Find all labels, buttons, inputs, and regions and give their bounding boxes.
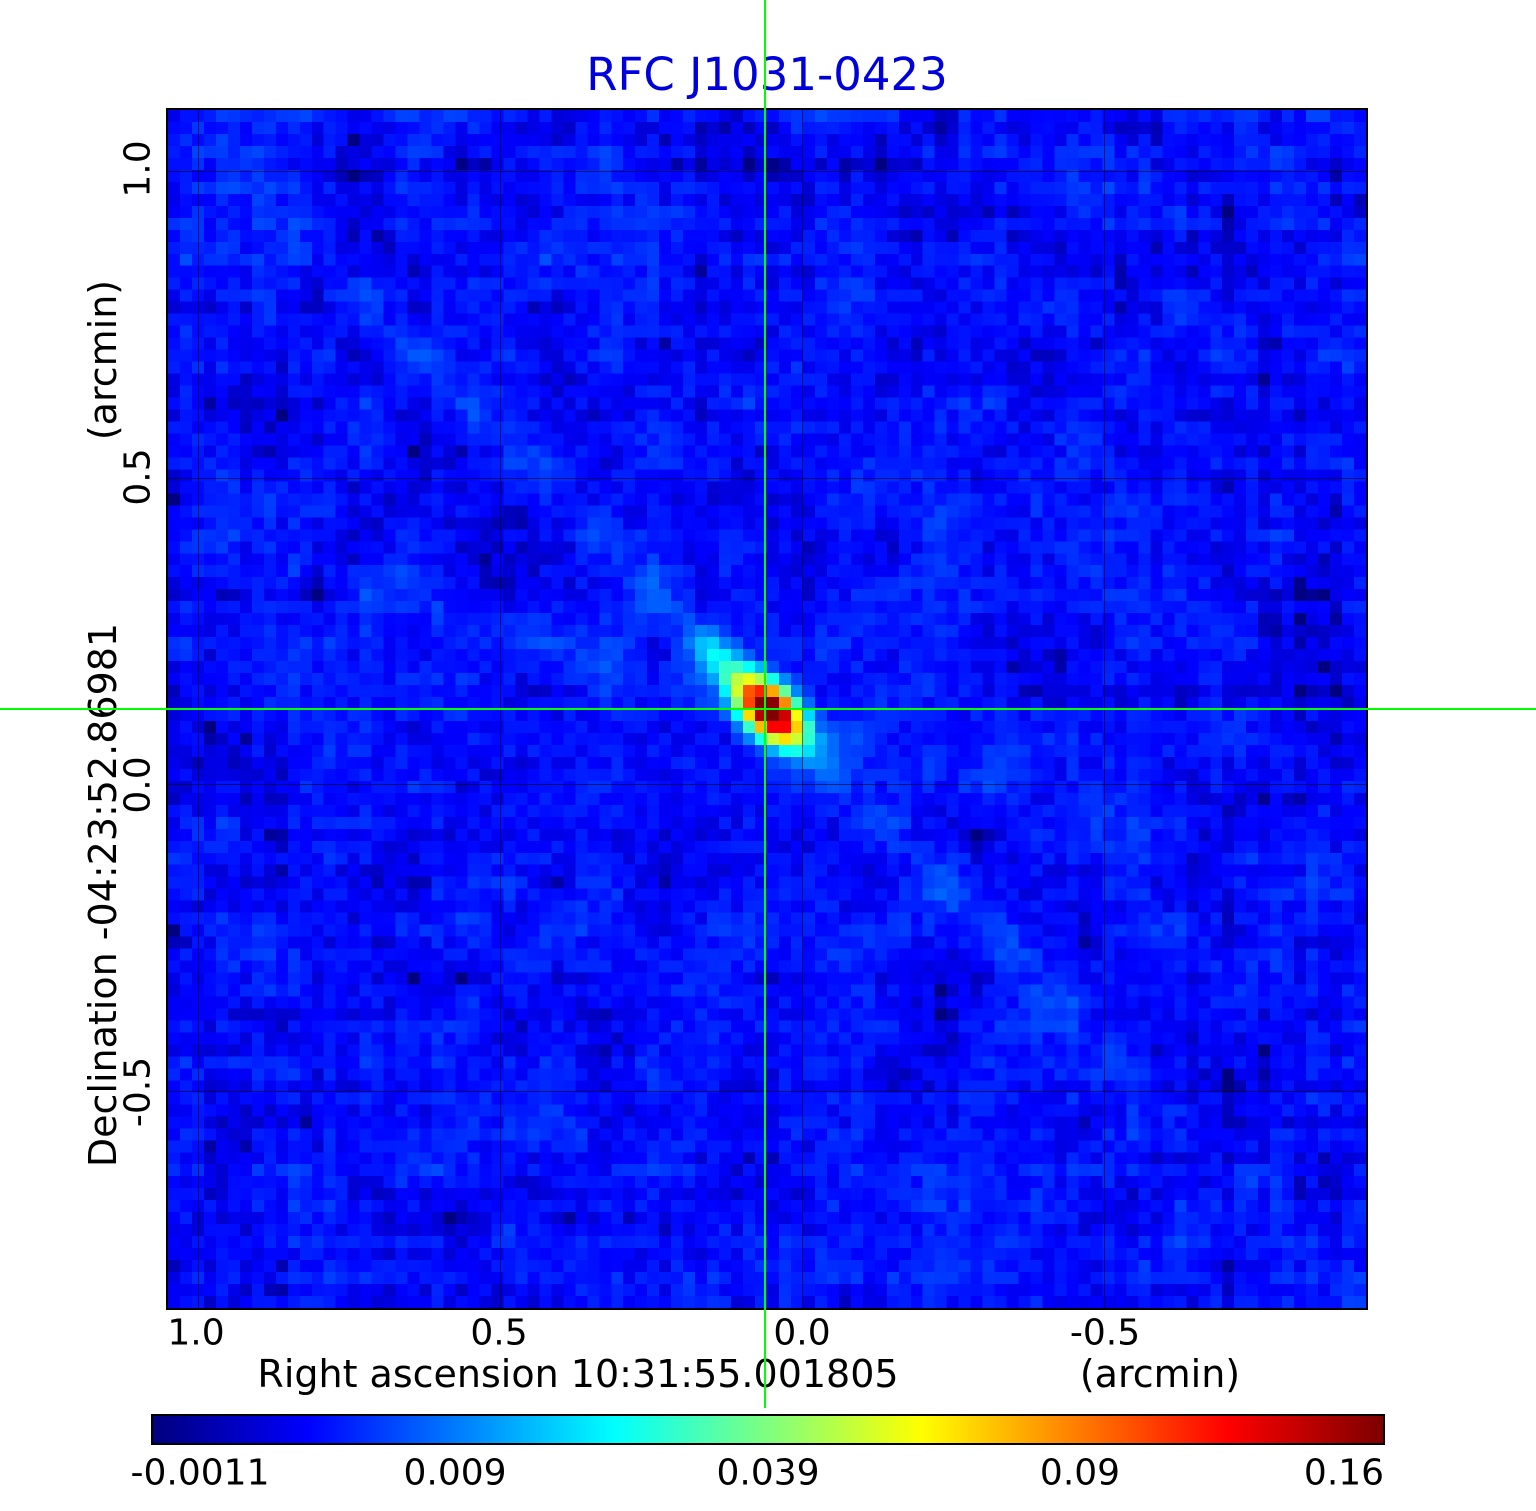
x-tick-label: 0.5 [470,1312,528,1354]
colorbar-tick-label: 0.039 [716,1452,820,1494]
grid-line-y [168,171,1366,173]
colorbar-tick-label: 0.009 [403,1452,507,1494]
y-axis-unit-label: (arcmin) [81,279,125,441]
colorbar-canvas [153,1416,1383,1443]
figure-title: RFC J1031-0423 [586,48,948,101]
x-axis-unit-label: (arcmin) [1079,1352,1241,1396]
colorbar-tick-label: -0.0011 [130,1452,270,1494]
colorbar [151,1414,1385,1445]
grid-line-y [168,784,1366,786]
crosshair-vertical-line [764,0,766,1408]
colorbar-tick-label: 0.16 [1303,1452,1385,1494]
colorbar-tick-label: 0.09 [1039,1452,1121,1494]
y-tick-label: 0.5 [117,448,159,506]
y-tick-label: 1.0 [117,140,159,198]
x-tick-label: 0.0 [773,1312,831,1354]
x-axis-label: Right ascension 10:31:55.001805 [257,1352,899,1396]
y-tick-label: 0.0 [117,756,159,814]
grid-line-y [168,1091,1366,1093]
crosshair-horizontal-line [0,708,1536,710]
y-tick-label: -0.5 [117,1056,159,1128]
grid-line-y [168,477,1366,479]
x-tick-label: -0.5 [1069,1312,1141,1354]
x-tick-label: 1.0 [167,1312,225,1354]
